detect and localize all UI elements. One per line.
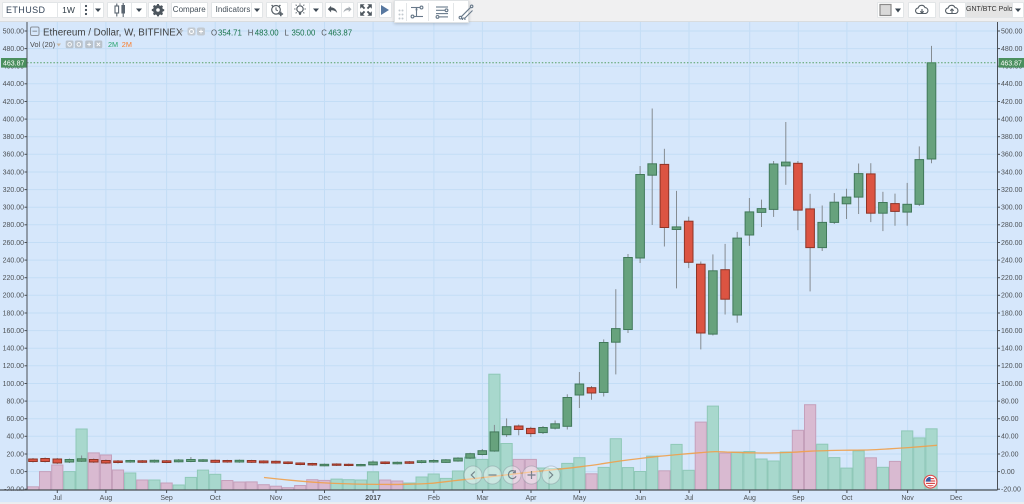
svg-text:240.00: 240.00 [1001,258,1023,265]
svg-text:200.00: 200.00 [1001,293,1023,300]
svg-text:200.00: 200.00 [3,293,25,300]
svg-text:350.00: 350.00 [292,29,317,38]
svg-text:160.00: 160.00 [3,328,25,335]
svg-text:Aug: Aug [743,495,756,502]
svg-text:100.00: 100.00 [3,381,25,388]
svg-text:Oct: Oct [210,495,221,502]
svg-text:280.00: 280.00 [3,222,25,229]
svg-text:220.00: 220.00 [3,275,25,282]
svg-text:80.00: 80.00 [1001,399,1019,406]
svg-text:260.00: 260.00 [1001,240,1023,247]
svg-text:0.00: 0.00 [1001,469,1015,476]
svg-text:420.00: 420.00 [3,99,25,106]
svg-text:340.00: 340.00 [1001,169,1023,176]
svg-text:400.00: 400.00 [3,117,25,124]
svg-text:Ethereum / Dollar, W, BITFINEX: Ethereum / Dollar, W, BITFINEX [43,28,183,39]
svg-text:280.00: 280.00 [1001,222,1023,229]
svg-text:220.00: 220.00 [1001,275,1023,282]
svg-text:480.00: 480.00 [3,46,25,53]
svg-text:C: C [321,29,327,38]
svg-text:400.00: 400.00 [1001,117,1023,124]
svg-text:463.87: 463.87 [328,29,352,38]
svg-text:2M: 2M [122,40,132,49]
svg-text:2017: 2017 [365,495,381,502]
svg-text:260.00: 260.00 [3,240,25,247]
svg-text:Feb: Feb [428,495,440,502]
svg-text:360.00: 360.00 [1001,152,1023,159]
svg-text:120.00: 120.00 [3,363,25,370]
svg-text:Oct: Oct [841,495,852,502]
svg-text:300.00: 300.00 [1001,205,1023,212]
svg-text:380.00: 380.00 [3,134,25,141]
svg-text:Jul: Jul [685,495,694,502]
svg-text:180.00: 180.00 [3,310,25,317]
svg-text:0.00: 0.00 [10,469,24,476]
svg-text:2M: 2M [108,40,118,49]
svg-text:20.00: 20.00 [1001,451,1019,458]
svg-text:Sep: Sep [160,495,173,502]
svg-text:Aug: Aug [100,495,113,502]
svg-text:L: L [285,29,290,38]
svg-text:340.00: 340.00 [3,169,25,176]
svg-text:463.87: 463.87 [3,60,25,67]
svg-text:Nov: Nov [270,495,283,502]
svg-text:60.00: 60.00 [1001,416,1019,423]
svg-text:300.00: 300.00 [3,205,25,212]
svg-text:Sep: Sep [792,495,805,502]
svg-text:500.00: 500.00 [1001,28,1023,35]
svg-text:Jun: Jun [635,495,646,502]
svg-text:500.00: 500.00 [3,28,25,35]
svg-text:Dec: Dec [318,495,331,502]
svg-text:60.00: 60.00 [6,416,24,423]
svg-text:Apr: Apr [526,495,538,502]
svg-text:440.00: 440.00 [1001,81,1023,88]
svg-text:May: May [573,495,587,502]
svg-text:140.00: 140.00 [1001,346,1023,353]
svg-text:-20.00: -20.00 [1001,487,1021,494]
svg-text:20.00: 20.00 [6,451,24,458]
svg-text:Jul: Jul [53,495,62,502]
svg-text:120.00: 120.00 [1001,363,1023,370]
svg-text:360.00: 360.00 [3,152,25,159]
svg-text:Vol (20): Vol (20) [30,40,55,49]
svg-text:380.00: 380.00 [1001,134,1023,141]
svg-text:463.87: 463.87 [1000,60,1022,67]
svg-text:100.00: 100.00 [1001,381,1023,388]
svg-text:80.00: 80.00 [6,399,24,406]
svg-text:40.00: 40.00 [6,434,24,441]
svg-text:480.00: 480.00 [1001,46,1023,53]
svg-text:O: O [211,29,217,38]
svg-text:Dec: Dec [950,495,963,502]
svg-text:440.00: 440.00 [3,81,25,88]
svg-text:354.71: 354.71 [218,29,242,38]
svg-text:Mar: Mar [476,495,489,502]
svg-text:320.00: 320.00 [1001,187,1023,194]
svg-text:483.00: 483.00 [255,29,280,38]
svg-text:40.00: 40.00 [1001,434,1019,441]
svg-text:H: H [248,29,254,38]
svg-text:420.00: 420.00 [1001,99,1023,106]
svg-text:320.00: 320.00 [3,187,25,194]
svg-text:180.00: 180.00 [1001,310,1023,317]
svg-text:160.00: 160.00 [1001,328,1023,335]
svg-text:140.00: 140.00 [3,346,25,353]
svg-text:240.00: 240.00 [3,258,25,265]
svg-text:Nov: Nov [901,495,914,502]
